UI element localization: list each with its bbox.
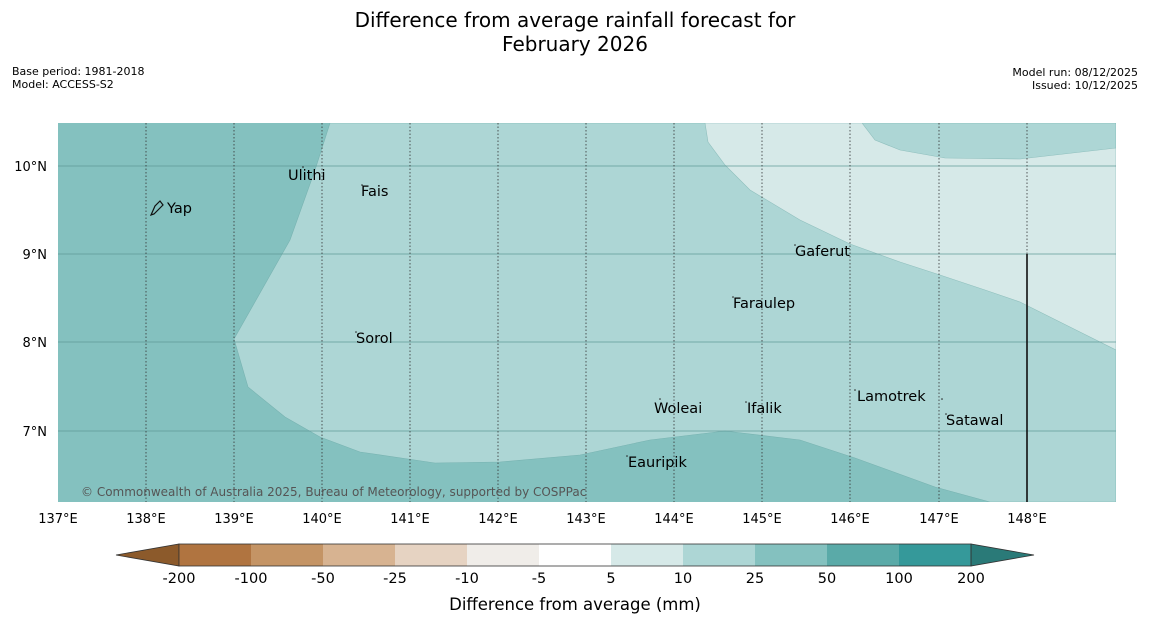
place-label-faraulep: Faraulep [733, 296, 795, 312]
colorbar-frame [178, 543, 972, 567]
colorbar-tick-label: -25 [383, 571, 407, 587]
base-period-info: Base period: 1981-2018 Model: ACCESS-S2 [12, 65, 144, 91]
lon-tick-label: 143°E [566, 512, 606, 527]
map-title: Difference from average rainfall forecas… [0, 8, 1150, 56]
colorbar-swatch [395, 544, 467, 566]
copyright-text: © Commonwealth of Australia 2025, Bureau… [81, 485, 586, 499]
place-label-eauripik: Eauripik [628, 455, 687, 471]
colorbar-swatch [683, 544, 755, 566]
place-label-yap: Yap [166, 201, 192, 217]
model-run-info: Model run: 08/12/2025 Issued: 10/12/2025 [1012, 66, 1138, 92]
model-run-text: Model run: 08/12/2025 [1012, 66, 1138, 79]
colorbar-high-extension [970, 543, 1035, 567]
colorbar-tick-labels: -200 -100 -50 -25 -10 -5 5 10 25 50 100 … [163, 571, 985, 587]
colorbar-tick-label: -10 [455, 571, 479, 587]
colorbar-title: Difference from average (mm) [449, 595, 701, 614]
lon-tick-label: 138°E [126, 512, 166, 527]
lon-tick-label: 144°E [654, 512, 694, 527]
lon-tick-label: 146°E [830, 512, 870, 527]
title-line-2: February 2026 [502, 32, 648, 56]
colorbar-swatch [251, 544, 323, 566]
place-label-ulithi: Ulithi [288, 168, 326, 184]
colorbar-swatch [827, 544, 899, 566]
colorbar-tick-label: -5 [532, 571, 546, 587]
lat-tick-label: 10°N [14, 160, 47, 175]
place-label-lamotrek: Lamotrek [857, 389, 926, 405]
island-dots [302, 166, 947, 457]
colorbar-swatch [467, 544, 539, 566]
colorbar-tick-label: 50 [818, 571, 836, 587]
longitude-tick-labels: 137°E 138°E 139°E 140°E 141°E 142°E 143°… [38, 512, 1047, 527]
colorbar-swatch [899, 544, 971, 566]
place-label-ifalik: Ifalik [747, 401, 782, 417]
lat-tick-label: 7°N [23, 425, 48, 440]
lon-tick-label: 142°E [478, 512, 518, 527]
colorbar-swatch [323, 544, 395, 566]
colorbar-tick-label: 25 [746, 571, 764, 587]
colorbar-tick-label: 10 [674, 571, 692, 587]
place-label-sorol: Sorol [356, 331, 393, 347]
colorbar-tick-label: 5 [606, 571, 615, 587]
lon-tick-label: 147°E [919, 512, 959, 527]
colorbar-tick-label: 200 [957, 571, 985, 587]
lon-tick-label: 145°E [742, 512, 782, 527]
longitude-gridlines [145, 123, 1028, 502]
lat-tick-label: 8°N [23, 336, 48, 351]
lat-tick-label: 9°N [23, 248, 48, 263]
lon-tick-label: 137°E [38, 512, 78, 527]
lon-tick-label: 141°E [390, 512, 430, 527]
colorbar-swatch [755, 544, 827, 566]
colorbar-tick-label: -100 [235, 571, 268, 587]
region-5-to-10mm [704, 123, 1116, 351]
model-text: Model: ACCESS-S2 [12, 78, 114, 91]
title-line-1: Difference from average rainfall forecas… [354, 8, 796, 32]
base-period-text: Base period: 1981-2018 [12, 65, 145, 78]
lon-tick-label: 140°E [302, 512, 342, 527]
rainfall-regions [58, 123, 1116, 502]
colorbar-swatch [539, 544, 611, 566]
colorbar-tick-label: -50 [311, 571, 335, 587]
place-label-gaferut: Gaferut [795, 244, 850, 260]
colorbar-low-extension [115, 543, 180, 567]
colorbar-tick-label: 100 [885, 571, 913, 587]
colorbar-swatch [179, 544, 251, 566]
yap-island-outline [149, 200, 164, 216]
colorbar-tick-label: -200 [163, 571, 196, 587]
latitude-tick-labels: 10°N 9°N 8°N 7°N [14, 160, 47, 440]
colorbar: -200 -100 -50 -25 -10 -5 5 10 25 50 100 … [115, 543, 1035, 614]
lon-tick-label: 148°E [1007, 512, 1047, 527]
place-label-fais: Fais [361, 184, 388, 200]
lon-tick-label: 139°E [214, 512, 254, 527]
colorbar-swatch [611, 544, 683, 566]
place-label-satawal: Satawal [946, 413, 1003, 429]
place-labels: Yap Ulithi Fais Gaferut Faraulep Sorol W… [166, 168, 1003, 471]
issued-text: Issued: 10/12/2025 [1031, 79, 1138, 92]
place-label-woleai: Woleai [654, 401, 702, 417]
